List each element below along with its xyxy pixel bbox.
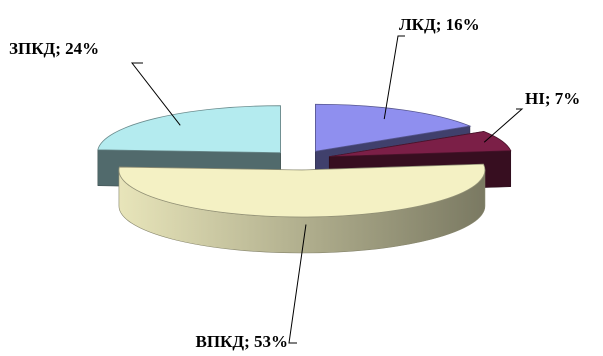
leader-line-ВПКД xyxy=(288,224,307,344)
slice-label-ЛКД: ЛКД; 16% xyxy=(399,15,480,34)
slice-top xyxy=(118,163,486,218)
slice-labels: ЛКД; 16% НІ; 7% ВПКД; 53% ЗПКД; 24% xyxy=(9,15,580,351)
slice-top xyxy=(97,105,281,154)
pie-slices xyxy=(97,103,512,254)
leader-line-ЗПКД xyxy=(130,62,181,126)
slice-label-ЗПКД: ЗПКД; 24% xyxy=(9,39,99,58)
slice-top xyxy=(315,103,472,152)
slice-ВПКД xyxy=(118,163,486,254)
slice-top xyxy=(329,131,512,158)
slice-label-ВПКД: ВПКД; 53% xyxy=(196,332,289,351)
leader-line-НІ xyxy=(483,108,524,143)
leader-line-ЛКД xyxy=(383,35,405,120)
slice-label-НІ: НІ; 7% xyxy=(525,89,580,108)
